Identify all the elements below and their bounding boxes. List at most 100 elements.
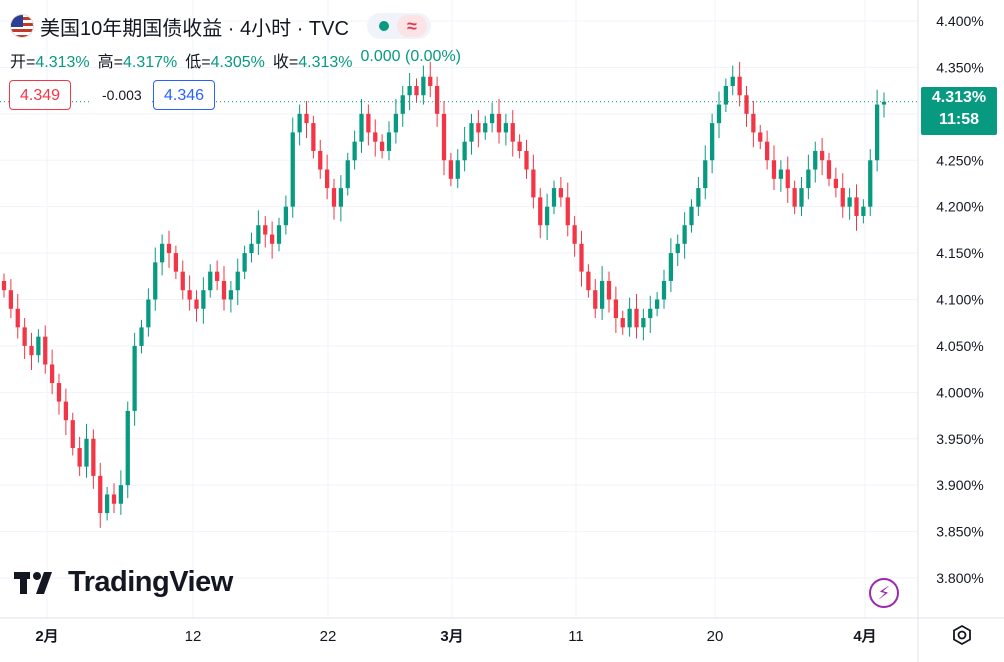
candle-body <box>173 253 179 272</box>
candle-body <box>373 132 378 142</box>
candle-body <box>386 132 392 151</box>
candle-body <box>675 243 680 254</box>
candle-body <box>593 290 598 309</box>
candle-body <box>538 197 543 226</box>
candle-body <box>476 123 481 133</box>
candle-body <box>799 188 804 207</box>
candle-body <box>49 364 55 384</box>
candle-body <box>297 113 302 133</box>
candle-body <box>586 271 591 291</box>
us-flag-icon <box>10 14 34 38</box>
candle-body <box>579 243 584 272</box>
candle-body <box>668 253 674 281</box>
candle-body <box>565 197 570 226</box>
candle-body <box>455 160 460 179</box>
status-pill[interactable]: ≈ <box>366 13 431 39</box>
candle-body <box>214 271 220 281</box>
candle-body <box>242 253 247 272</box>
ohlc-high: 高=4.317% <box>97 54 178 71</box>
y-tick-label: 4.100% <box>936 292 983 308</box>
candle-body <box>63 401 69 421</box>
candle-body <box>572 225 577 244</box>
candle-body <box>654 299 660 309</box>
current-price: 4.313% <box>931 89 987 106</box>
candle-body <box>352 141 357 161</box>
candle-body <box>428 76 433 86</box>
candle-body <box>249 243 254 254</box>
symbol-title[interactable]: 美国10年期国债收益 · 4小时 · TVC <box>40 17 349 40</box>
candle-body <box>276 225 282 244</box>
candle-body <box>311 123 316 151</box>
settings-icon[interactable] <box>951 624 973 646</box>
y-tick-label: 3.900% <box>936 477 983 493</box>
y-tick-label: 4.000% <box>936 384 983 400</box>
candle-body <box>29 345 34 356</box>
bid-button[interactable]: 4.349 <box>9 80 72 110</box>
candle-body <box>84 438 89 467</box>
candle-body <box>290 132 295 207</box>
candle-body <box>125 410 130 486</box>
candle-body <box>792 188 797 207</box>
candle-body <box>634 308 639 328</box>
candle-body <box>159 243 165 263</box>
candle-body <box>434 85 440 114</box>
candle-body <box>221 280 227 300</box>
candle-body <box>771 160 777 179</box>
candle-body <box>709 123 715 161</box>
candle-body <box>751 113 756 133</box>
candle-body <box>139 327 144 346</box>
candle-body <box>379 141 385 151</box>
candle-body <box>558 188 564 198</box>
candle-body <box>806 169 811 189</box>
candle-body <box>503 123 509 133</box>
candle-body <box>166 243 172 254</box>
candle-body <box>813 150 818 170</box>
candle-body <box>77 448 82 467</box>
candle-body <box>146 299 151 328</box>
candle-body <box>758 132 763 142</box>
tradingview-logo-text: TradingView <box>68 566 233 598</box>
x-tick-label: 22 <box>320 628 337 645</box>
x-tick-label: 4月 <box>853 628 876 645</box>
ohlc-change: 0.000 (0.00%) <box>360 48 462 65</box>
candle-body <box>524 150 529 170</box>
y-tick-label: 3.950% <box>936 431 983 447</box>
candle-body <box>510 123 515 142</box>
y-tick-label: 3.850% <box>936 524 983 540</box>
candle-body <box>874 104 880 161</box>
candle-body <box>22 327 27 346</box>
ohlc-low: 低=4.305% <box>185 54 265 71</box>
candle-body <box>854 197 859 216</box>
candle-body <box>324 169 330 189</box>
candle-body <box>730 76 735 86</box>
candle-body <box>400 95 405 114</box>
candle-body <box>43 336 48 365</box>
y-tick-label: 4.150% <box>936 245 983 261</box>
x-tick-label: 20 <box>707 628 724 645</box>
lightning-icon[interactable]: ⚡ <box>869 578 899 608</box>
current-price-label: 4.313% 11:58 <box>921 87 997 135</box>
candle-body <box>441 113 447 161</box>
candle-body <box>716 104 722 124</box>
market-open-dot-icon <box>378 21 389 31</box>
candle-body <box>861 206 866 216</box>
candle-body <box>180 271 185 291</box>
candle-body <box>840 188 845 207</box>
x-tick-label: 3月 <box>440 628 463 645</box>
candle-body <box>153 262 158 300</box>
candle-body <box>256 225 261 244</box>
ohlc-open: 开=4.313% <box>10 54 90 71</box>
candle-body <box>132 345 137 411</box>
ask-button[interactable]: 4.346 <box>153 80 216 110</box>
candle-body <box>764 141 770 161</box>
candle-body <box>641 318 646 328</box>
candle-body <box>304 113 309 124</box>
candle-body <box>91 438 96 476</box>
candle-body <box>661 280 667 300</box>
candle-body <box>496 113 502 133</box>
tradingview-logo[interactable]: TradingView <box>14 566 233 599</box>
candle-body <box>448 160 454 179</box>
candle-body <box>744 95 749 114</box>
